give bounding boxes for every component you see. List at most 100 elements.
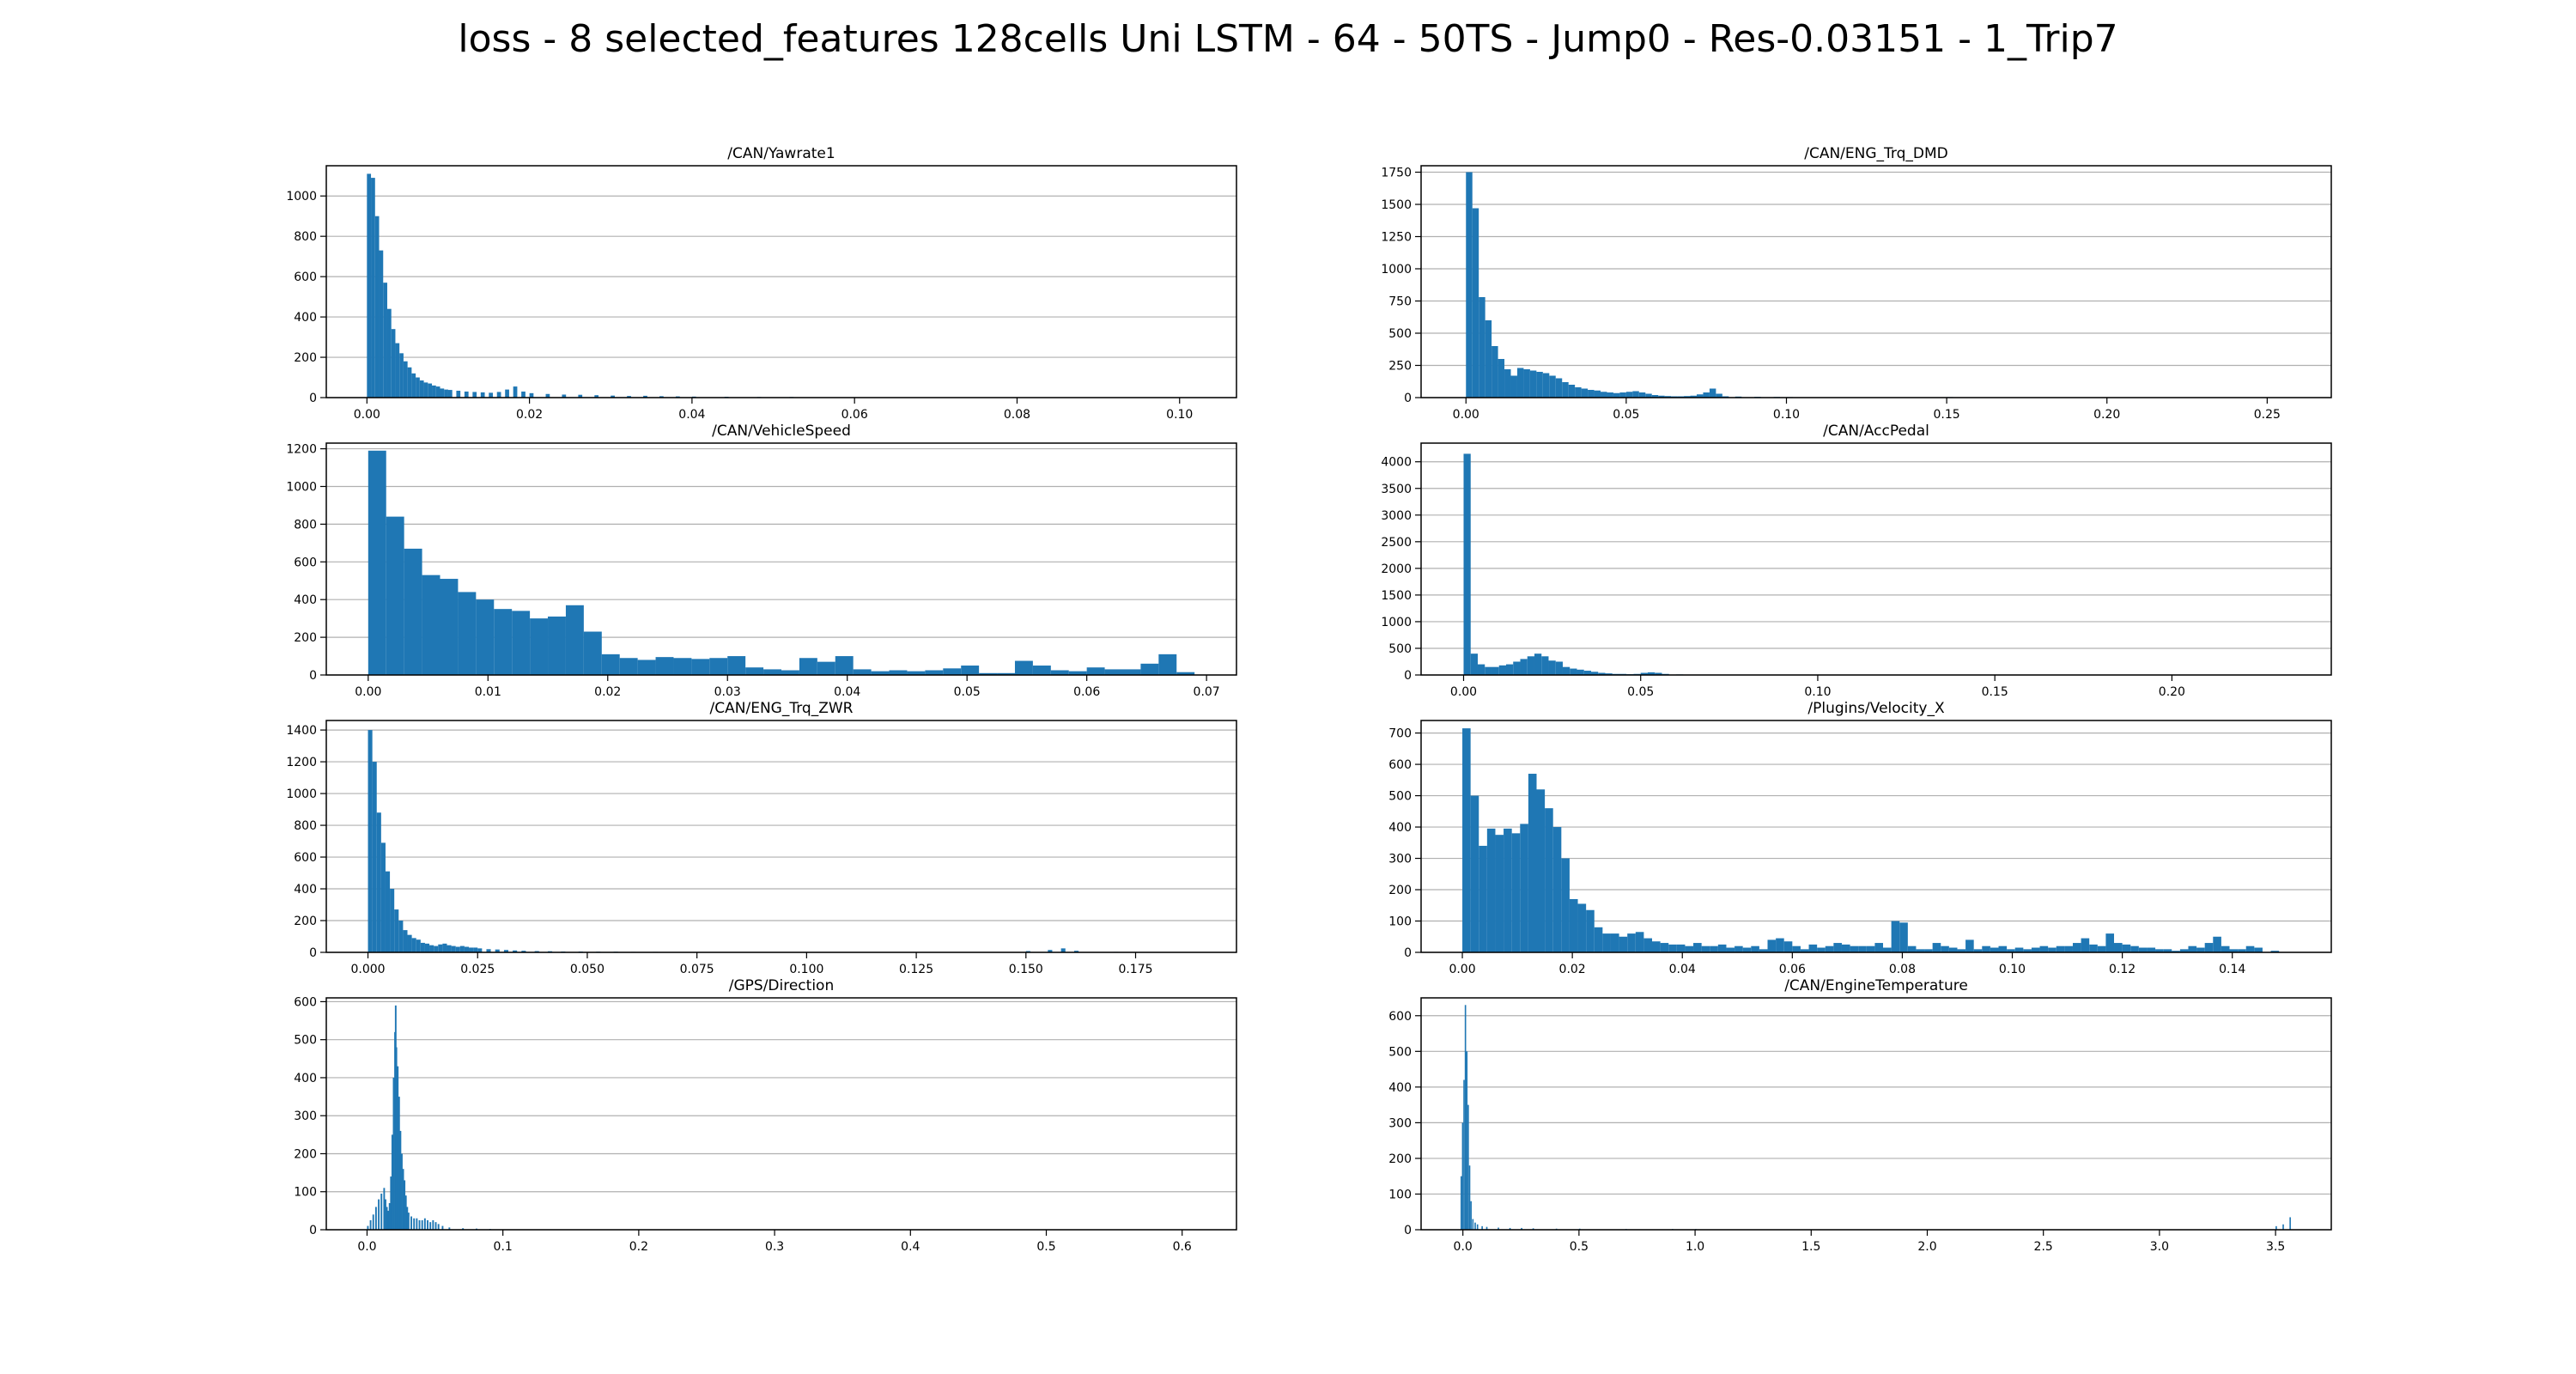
y-tick-label: 200	[1388, 884, 1412, 897]
histogram-bar	[1570, 668, 1577, 675]
x-tick-label: 0.150	[1009, 963, 1043, 976]
y-tick-label: 1500	[1381, 589, 1412, 603]
y-tick-label: 200	[294, 631, 317, 645]
histogram-bar	[1602, 933, 1611, 952]
histogram-bar	[2081, 938, 2090, 952]
x-tick-label: 0.25	[2254, 408, 2281, 422]
y-tick-label: 100	[1388, 915, 1412, 929]
y-tick-label: 1000	[1381, 616, 1412, 629]
x-tick-label: 0.05	[954, 685, 981, 699]
histogram-bar	[627, 396, 631, 398]
histogram-bar	[1965, 939, 1974, 952]
histogram-bar	[2245, 945, 2255, 952]
histogram-bar	[1534, 654, 1542, 675]
histogram-bar	[2270, 951, 2280, 952]
histogram-bar	[545, 393, 550, 398]
histogram-bar	[2213, 936, 2221, 952]
subplot: 0 500 1000 1500 2000 2500 3000 3500 4000 0.00 0.05…	[1381, 423, 2332, 699]
histogram-bar	[1751, 945, 1759, 952]
x-tick-label: 0.04	[678, 408, 705, 422]
y-tick-label: 0	[1404, 392, 1412, 405]
x-tick-label: 2.0	[1917, 1240, 1936, 1254]
histogram-bar	[1619, 936, 1628, 952]
histogram-bar	[889, 670, 908, 675]
histogram-bar	[458, 592, 477, 675]
figure-title: loss - 8 selected_features 128cells Uni …	[458, 17, 2118, 61]
histogram-bar	[1924, 949, 1933, 952]
histogram-bar	[1505, 664, 1514, 675]
x-tick-label: 0.6	[1173, 1240, 1192, 1254]
histogram-bar	[455, 946, 460, 952]
histogram-bar	[1472, 208, 1479, 398]
histogram-bar	[1048, 950, 1053, 952]
histogram-bar	[372, 762, 377, 952]
y-tick-label: 100	[294, 1186, 317, 1200]
x-tick-label: 0.15	[1982, 685, 2008, 699]
histogram-bar	[1607, 392, 1613, 398]
histogram-bar	[530, 618, 549, 675]
histogram-bar	[473, 947, 478, 952]
histogram-bar	[512, 611, 531, 675]
axes-frame	[1420, 720, 2332, 953]
histogram-bar	[1086, 667, 1105, 675]
x-tick-label: 0.12	[2109, 963, 2136, 976]
y-tick-label: 1000	[286, 480, 317, 494]
y-tick-label: 1000	[1381, 263, 1412, 277]
histogram-bar	[673, 658, 692, 675]
y-tick-label: 700	[1388, 727, 1412, 741]
axes-frame	[325, 720, 1237, 953]
subplot-title: /CAN/ENG_Trq_DMD	[1804, 145, 1948, 162]
y-tick-label: 200	[294, 351, 317, 365]
histogram-bar	[2097, 945, 2106, 952]
histogram-bar	[407, 1213, 410, 1230]
histogram-bar	[1735, 945, 1743, 952]
histogram-bar	[979, 672, 998, 675]
histogram-bar	[2254, 947, 2263, 952]
histogram-bar	[1948, 947, 1958, 952]
histogram-bar	[386, 1207, 388, 1230]
x-tick-label: 2.5	[2034, 1240, 2053, 1254]
histogram-bar	[385, 871, 391, 952]
y-tick-label: 800	[294, 230, 317, 244]
histogram-bar	[1726, 947, 1735, 952]
histogram-bar	[1176, 672, 1195, 675]
histogram-bar	[1481, 1225, 1483, 1230]
y-tick-label: 4000	[1381, 456, 1412, 470]
x-tick-label: 0.06	[1779, 963, 1806, 976]
histogram-bar	[1883, 947, 1892, 952]
histogram-bar	[1605, 673, 1613, 675]
histogram-bar	[1158, 654, 1177, 675]
histogram-bar	[464, 391, 469, 398]
histogram-bar	[388, 1203, 391, 1230]
y-tick-label: 200	[294, 1147, 317, 1161]
histogram-bar	[2221, 945, 2230, 952]
histogram-bar	[1575, 387, 1582, 398]
histogram-bar	[374, 216, 380, 398]
histogram-bar	[427, 1219, 428, 1230]
histogram-bar	[1511, 833, 1521, 952]
histogram-bar	[1536, 789, 1546, 952]
x-tick-label: 0.07	[1194, 685, 1220, 699]
histogram-bar	[1858, 945, 1867, 952]
histogram-bar	[429, 945, 434, 952]
histogram-bar	[1555, 661, 1563, 675]
axes-frame	[1420, 442, 2332, 676]
histogram-bar	[1577, 903, 1587, 952]
y-tick-label: 400	[1388, 1081, 1412, 1095]
histogram-bar	[1545, 808, 1553, 952]
histogram-bar	[853, 669, 872, 675]
x-tick-label: 0.10	[1999, 963, 2026, 976]
histogram-bar	[440, 579, 459, 675]
y-tick-label: 100	[1388, 1188, 1412, 1201]
y-tick-label: 600	[294, 995, 317, 1009]
histogram-bar	[1552, 827, 1562, 952]
histogram-bar	[1973, 949, 1983, 952]
x-tick-label: 0.025	[460, 963, 495, 976]
histogram-bar	[2130, 945, 2139, 952]
histogram-bar	[1466, 172, 1473, 398]
histogram-bar	[513, 950, 518, 952]
histogram-bar	[1613, 392, 1620, 398]
x-tick-label: 0.0	[1454, 1240, 1473, 1254]
histogram-bar	[1625, 392, 1633, 398]
histogram-bar	[1627, 933, 1636, 952]
